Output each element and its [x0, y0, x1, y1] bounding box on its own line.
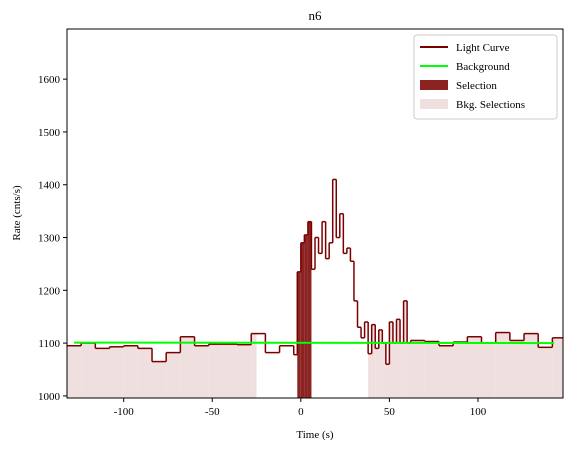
bkg-selection-fill: [424, 341, 439, 398]
bkg-selection-fill: [400, 343, 404, 398]
bkg-selection-fill: [396, 319, 401, 398]
bkg-selection-fill: [222, 344, 238, 398]
bkg-selection-fill: [453, 342, 468, 398]
y-tick-label: 1500: [38, 127, 61, 139]
plot-area: [67, 178, 563, 398]
bkg-selection-fill: [67, 345, 82, 398]
background-line: [74, 341, 555, 345]
legend-label: Selection: [456, 80, 497, 92]
bkg-selection-fill: [237, 344, 252, 398]
bkg-selection-fill: [368, 353, 372, 398]
bkg-selection-fill: [407, 343, 411, 398]
selection-fill: [300, 242, 305, 398]
bkg-selection-fill: [81, 343, 96, 398]
y-tick-label: 1000: [38, 391, 61, 403]
bkg-selection-fill: [123, 345, 138, 398]
y-tick-label: 1200: [38, 285, 61, 297]
bkg-selection-fill: [385, 364, 390, 398]
bkg-selection-fill: [137, 348, 153, 398]
bkg-selection-fill: [439, 345, 454, 398]
bkg-selection-fill: [389, 321, 393, 398]
bkg-selection-fill: [403, 300, 408, 398]
x-tick-label: -50: [205, 406, 220, 418]
chart-title: n6: [309, 8, 323, 23]
selection-fill: [307, 221, 312, 398]
y-tick-label: 1600: [38, 74, 61, 86]
legend-label: Background: [456, 61, 510, 73]
bkg-selection-fill: [95, 348, 110, 398]
legend-box: [413, 34, 558, 120]
bkg-selection-fill: [166, 352, 181, 398]
y-tick-label: 1400: [38, 180, 61, 192]
bkg-selection-fill: [410, 340, 425, 398]
bkg-selection-fill: [375, 348, 379, 398]
legend-label: Light Curve: [456, 42, 510, 54]
x-tick-label: -100: [114, 406, 135, 418]
x-axis-label: Time (s): [296, 429, 334, 441]
legend-swatch: [420, 99, 448, 109]
bkg-selection-fill: [552, 337, 563, 398]
bkg-selection-fill: [392, 343, 397, 398]
bkg-selection-fill: [378, 329, 383, 398]
bkg-selection-fill: [481, 343, 496, 398]
bkg-selection-fill: [180, 336, 195, 398]
axes-frame: [66, 28, 564, 399]
x-tick-label: 100: [470, 406, 487, 418]
bkg-selection-fill: [524, 333, 539, 398]
legend-label: Bkg. Selections: [456, 99, 525, 111]
y-tick-label: 1100: [38, 338, 60, 350]
x-tick-label: 0: [298, 406, 304, 418]
x-tick-label: 50: [384, 406, 396, 418]
bkg-selection-fill: [152, 361, 167, 398]
legend-swatch: [420, 80, 448, 90]
y-tick-label: 1300: [38, 233, 61, 245]
y-axis-label: Rate (cnts/s): [11, 185, 23, 241]
bkg-selection-fill: [194, 345, 209, 398]
bkg-selection-fill: [251, 333, 257, 398]
bkg-selection-fill: [208, 344, 223, 398]
bkg-selection-fill: [467, 336, 482, 398]
bkg-selection-fill: [382, 343, 386, 398]
selection-fill: [304, 234, 308, 398]
bkg-selection-fill: [109, 346, 124, 398]
bkg-selection-fill: [495, 332, 510, 398]
selection-fill: [297, 271, 301, 398]
bkg-selection-fill: [538, 347, 553, 398]
bkg-selection-fill: [509, 340, 525, 398]
bkg-selection-fill: [371, 324, 376, 398]
